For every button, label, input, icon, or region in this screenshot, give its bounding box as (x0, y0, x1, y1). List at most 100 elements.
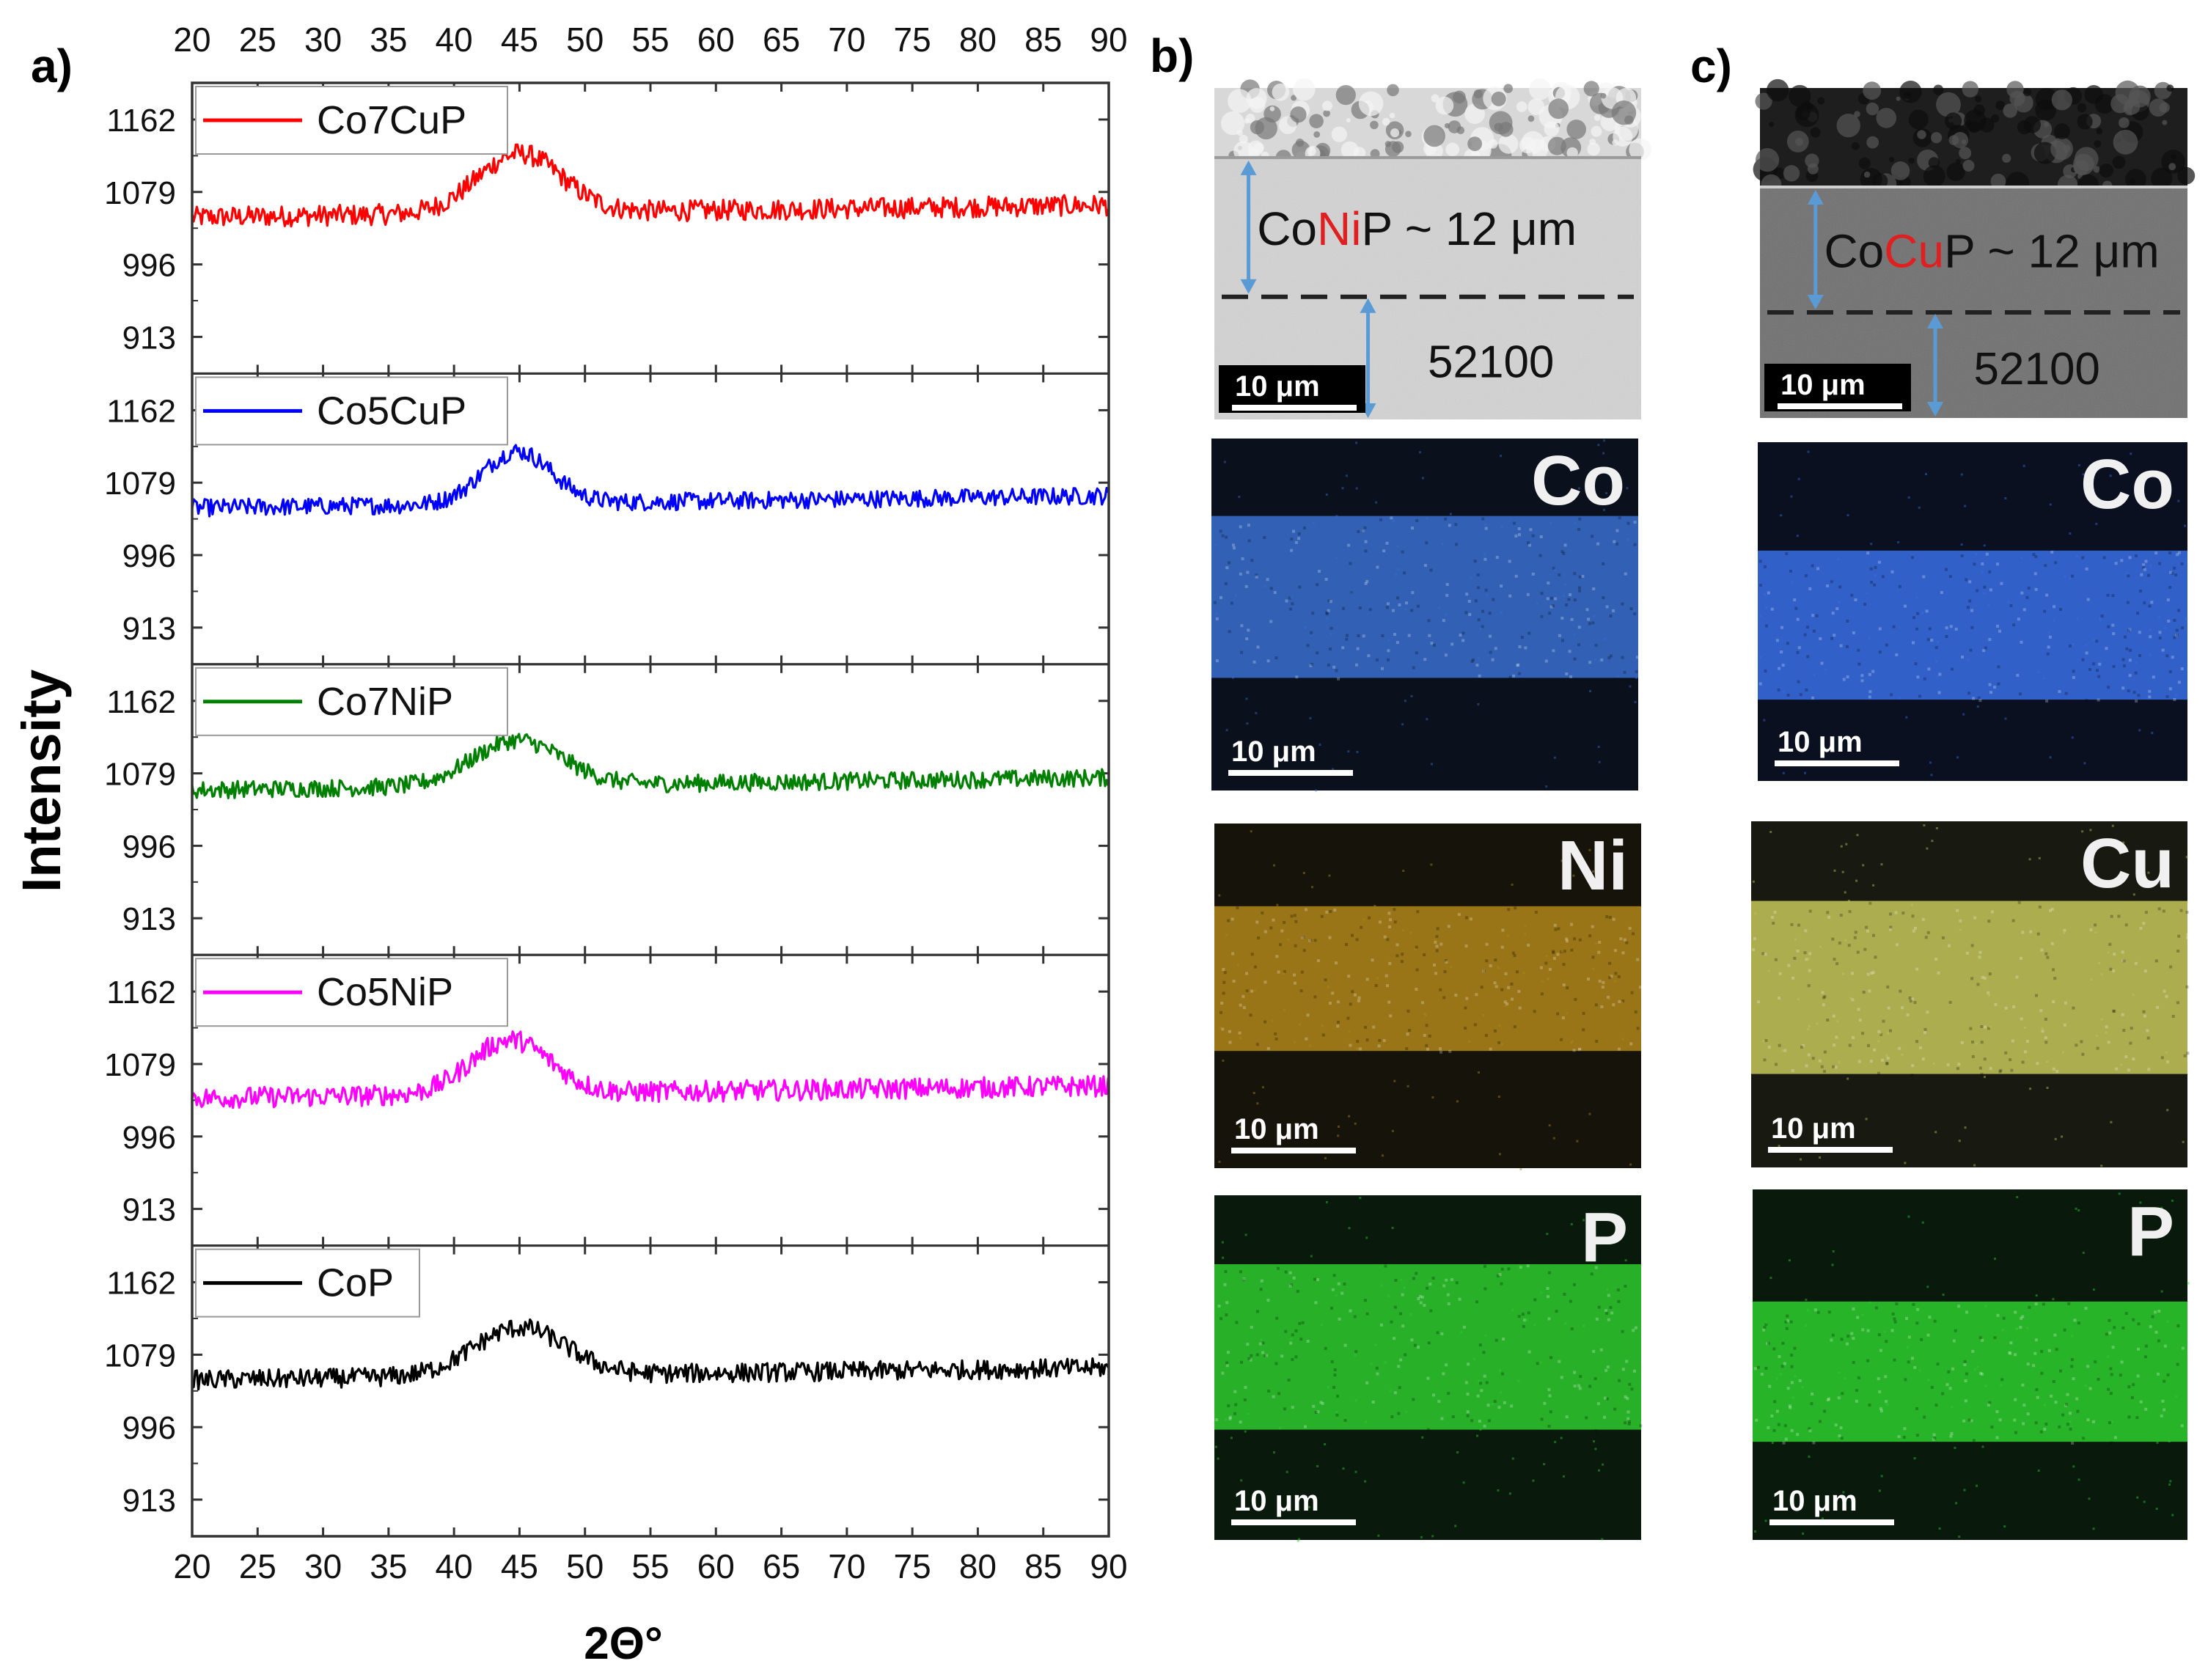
map-speckle (1376, 977, 1379, 980)
sem-texture (1503, 84, 1513, 93)
map-speckle (1846, 514, 1849, 517)
sem-texture (1991, 114, 2000, 123)
map-speckle (1836, 1020, 1839, 1023)
map-speckle (1846, 675, 1849, 678)
map-speckle (1906, 1013, 1910, 1016)
map-speckle (1503, 1000, 1507, 1004)
map-speckle (1314, 1411, 1318, 1415)
map-speckle (2036, 1395, 2039, 1399)
map-speckle (1319, 1401, 1323, 1404)
map-speckle (1971, 1054, 1975, 1058)
map-speckle (1890, 1329, 1894, 1332)
sem-texture (2151, 167, 2173, 189)
map-speckle (1524, 925, 1527, 928)
map-speckle (1445, 613, 1448, 616)
map-speckle (1636, 1027, 1640, 1030)
scale-bar: 10 μm (1775, 726, 1899, 766)
map-speckle (1616, 1288, 1620, 1291)
map-speckle (1786, 642, 1789, 645)
map-speckle (1340, 1291, 1344, 1295)
map-speckle (2043, 1428, 2047, 1431)
map-speckle (1456, 1100, 1459, 1103)
map-speckle (1261, 1351, 1265, 1354)
map-speckle (1284, 1270, 1288, 1274)
map-speckle (1615, 542, 1619, 546)
map-speckle (1225, 1361, 1229, 1365)
map-speckle (1534, 911, 1538, 914)
map-speckle (1984, 1384, 1987, 1387)
map-speckle (1401, 723, 1404, 726)
map-speckle (2185, 936, 2189, 939)
map-speckle (1536, 1362, 1539, 1365)
sem-texture (2099, 164, 2113, 178)
map-speckle (1399, 1358, 1403, 1362)
map-speckle (1215, 659, 1219, 663)
map-speckle (1533, 1298, 1537, 1302)
map-speckle (1788, 1404, 1791, 1408)
map-speckle (1361, 529, 1364, 533)
map-speckle (2070, 1358, 2074, 1362)
map-speckle (1430, 642, 1434, 645)
sem-texture (1936, 92, 1961, 117)
map-speckle (2148, 604, 2152, 608)
map-speckle (1255, 1043, 1259, 1046)
map-speckle (2121, 658, 2125, 661)
map-speckle (2069, 1412, 2072, 1415)
map-speckle (1511, 1309, 1514, 1312)
map-speckle (1866, 1359, 1870, 1362)
map-speckle (1889, 912, 1893, 916)
map-speckle (2160, 1290, 2163, 1293)
map-speckle (1604, 638, 1607, 640)
map-speckle (1572, 1049, 1576, 1052)
map-speckle (1995, 1436, 1999, 1439)
map-speckle (1423, 564, 1427, 568)
map-speckle (1354, 1122, 1357, 1125)
map-speckle (1811, 696, 1814, 700)
map-speckle (1478, 1071, 1480, 1074)
map-speckle (1598, 760, 1601, 763)
map-speckle (2121, 1013, 2124, 1016)
map-speckle (1337, 1282, 1340, 1285)
x-tick-label-top: 85 (1024, 21, 1062, 59)
map-speckle (1236, 964, 1239, 966)
map-speckle (2105, 1031, 2108, 1034)
map-speckle (1978, 1336, 1982, 1340)
map-speckle (1860, 674, 1864, 678)
map-speckle (1356, 647, 1360, 650)
map-speckle (1403, 1286, 1406, 1289)
map-speckle (2026, 1362, 2030, 1366)
map-speckle (1877, 1333, 1881, 1337)
map-speckle (1365, 1038, 1369, 1042)
map-speckle (1446, 1293, 1450, 1296)
map-speckle (2180, 1424, 2184, 1428)
map-speckle (1848, 1043, 1852, 1047)
map-speckle (1613, 540, 1616, 543)
map-speckle (2053, 605, 2056, 609)
map-speckle (1477, 703, 1480, 705)
map-speckle (1464, 1381, 1468, 1384)
map-speckle (1826, 911, 1830, 914)
map-speckle (2150, 601, 2154, 604)
map-speckle (1832, 1250, 1835, 1252)
map-speckle (1979, 1371, 1983, 1375)
map-speckle (1245, 989, 1249, 993)
map-speckle (1820, 661, 1824, 665)
map-speckle (1791, 1396, 1794, 1399)
map-speckle (1791, 976, 1795, 980)
map-speckle (1602, 980, 1605, 984)
map-speckle (1488, 612, 1492, 615)
map-speckle (1911, 1064, 1915, 1068)
map-speckle (1360, 529, 1362, 532)
map-speckle (1217, 1305, 1221, 1307)
map-speckle (1431, 763, 1433, 766)
map-speckle (2022, 608, 2026, 612)
map-speckle (1302, 949, 1306, 953)
map-speckle (1624, 1259, 1627, 1262)
map-speckle (1954, 1446, 1956, 1449)
map-speckle (2013, 1418, 2017, 1422)
map-speckle (1274, 1037, 1278, 1041)
map-speckle (1347, 543, 1351, 547)
map-speckle (1873, 1048, 1877, 1052)
map-speckle (1431, 1096, 1434, 1098)
